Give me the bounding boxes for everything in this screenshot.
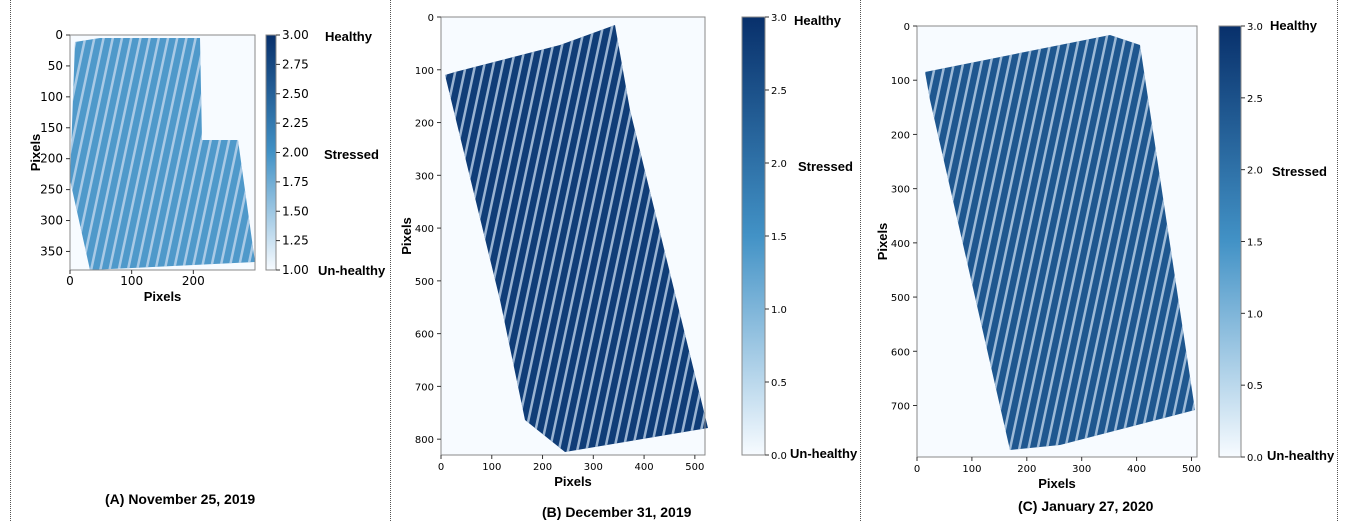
panel-a-ytick-label: 50 — [48, 59, 63, 73]
panel-c-ytick-label: 400 — [891, 239, 910, 250]
panel-c-unhealthy-label: Un-healthy — [1267, 448, 1335, 463]
panel-a-caption: (A) November 25, 2019 — [105, 491, 256, 507]
panel-b-healthy-label: Healthy — [794, 13, 841, 28]
panel-a-ytick-label: 150 — [40, 121, 63, 135]
panel-c-ytick-label: 600 — [891, 347, 910, 358]
panel-c-ytick-label: 0 — [904, 22, 910, 33]
panel-a-ylabel: Pixels — [28, 134, 43, 172]
panel-a-stressed-label: Stressed — [324, 147, 379, 162]
panel-a-ytick-label: 100 — [40, 90, 63, 104]
panel-b-xtick-label: 400 — [635, 462, 654, 473]
panel-c-colorbar-tick-label: 1.0 — [1247, 309, 1263, 320]
panel-b-caption: (B) December 31, 2019 — [542, 504, 692, 520]
panel-c-xtick-label: 100 — [962, 464, 981, 475]
panel-a-healthy-label: Healthy — [325, 29, 372, 44]
panel-c-colorbar-tick-label: 3.0 — [1247, 22, 1263, 33]
panel-b-ytick-label: 800 — [415, 435, 434, 446]
panel-a-plot: 0 100 200 0 50 100 150 200 250 300 350 Pixels Pixels… — [28, 28, 309, 304]
panel-a-colorbar-tick-label: 1.50 — [282, 204, 309, 218]
panel-c-xtick-label: 200 — [1017, 464, 1036, 475]
panel-c-xlabel: Pixels — [1038, 476, 1076, 491]
panel-b-colorbar-tick-label: 1.0 — [771, 305, 787, 316]
panel-b-ytick-label: 300 — [415, 171, 434, 182]
panel-c-ylabel: Pixels — [875, 223, 890, 261]
panel-a-xtick-label: 0 — [66, 274, 74, 288]
panel-a-colorbar-tick-label: 2.50 — [282, 87, 309, 101]
panel-a-ytick-label: 0 — [55, 28, 63, 42]
panel-c-ytick-label: 500 — [891, 293, 910, 304]
panel-a-xtick-label: 200 — [182, 274, 205, 288]
panel-c-ytick-label: 700 — [891, 401, 910, 412]
panel-c-xtick-label: 0 — [914, 464, 920, 475]
panel-b-colorbar-tick-label: 0.5 — [771, 378, 787, 389]
panel-c-colorbar-tick-label: 0.0 — [1247, 453, 1263, 464]
panel-b: 0 100 200 300 400 500 0 100 200 300 400 500 600 700 80… — [399, 13, 858, 520]
panel-a-xtick-label: 100 — [120, 274, 143, 288]
panel-c-healthy-label: Healthy — [1270, 18, 1317, 33]
panel-a-colorbar-tick-label: 3.00 — [282, 28, 309, 42]
panel-b-ytick-label: 400 — [415, 224, 434, 235]
panel-b-ytick-label: 600 — [415, 330, 434, 341]
panel-c-xtick-label: 400 — [1127, 464, 1146, 475]
panel-a-colorbar-tick-label: 1.25 — [282, 234, 309, 248]
panel-b-colorbar-tick-label: 2.0 — [771, 159, 787, 170]
separator-left-edge — [10, 0, 11, 521]
panel-b-ytick-label: 500 — [415, 277, 434, 288]
panel-b-colorbar-tick-label: 2.5 — [771, 86, 787, 97]
panel-a-xlabel: Pixels — [144, 289, 182, 304]
panel-b-field-rows — [445, 25, 708, 452]
panel-b-colorbar-tick-label: 3.0 — [771, 13, 787, 24]
panel-a: 0 100 200 0 50 100 150 200 250 300 350 Pixels Pixels… — [0, 0, 390, 521]
panel-a-colorbar-tick-label: 1.75 — [282, 175, 309, 189]
panel-a-ytick-label: 250 — [40, 183, 63, 197]
panel-b-unhealthy-label: Un-healthy — [790, 446, 858, 461]
panel-b-stressed-label: Stressed — [798, 159, 853, 174]
panel-a-colorbar-tick-label: 2.25 — [282, 116, 309, 130]
panel-b-colorbar-tick-label: 0.0 — [771, 451, 787, 462]
panel-b-ylabel: Pixels — [399, 217, 414, 255]
panel-c-plot-frame — [916, 25, 1198, 458]
panel-b-xtick-label: 200 — [533, 462, 552, 473]
panel-b-xtick-label: 500 — [685, 462, 704, 473]
panel-a-colorbar-tick-label: 2.00 — [282, 146, 309, 160]
panel-a-field-rows — [70, 38, 255, 270]
panel-c-colorbar — [1218, 25, 1242, 458]
panel-b-plot-frame — [440, 16, 706, 456]
panel-b-xtick-label: 0 — [438, 462, 444, 473]
panel-c-ytick-label: 100 — [891, 76, 910, 87]
panel-c-colorbar-tick-label: 0.5 — [1247, 381, 1263, 392]
panel-a-ytick-label: 300 — [40, 214, 63, 228]
panel-a-colorbar-tick-label: 2.75 — [282, 57, 309, 71]
separator-right-edge — [1337, 0, 1338, 521]
panel-c-caption: (C) January 27, 2020 — [1018, 498, 1154, 514]
panel-c-colorbar-tick-label: 1.5 — [1247, 238, 1263, 249]
panel-b-xtick-label: 100 — [482, 462, 501, 473]
panel-b-colorbar-tick-label: 1.5 — [771, 232, 787, 243]
panel-a-colorbar-tick-label: 1.00 — [282, 263, 309, 277]
panel-c-colorbar-tick-label: 2.0 — [1247, 166, 1263, 177]
panel-a-unhealthy-label: Un-healthy — [318, 263, 386, 278]
panel-b-ytick-label: 700 — [415, 382, 434, 393]
panel-b-xlabel: Pixels — [554, 474, 592, 489]
separator-b-c — [860, 0, 861, 521]
panel-c-ytick-label: 300 — [891, 185, 910, 196]
panel-c-colorbar-tick-label: 2.5 — [1247, 94, 1263, 105]
panel-a-ytick-label: 200 — [40, 152, 63, 166]
panel-a-ytick-label: 350 — [40, 244, 63, 258]
panel-c-ytick-label: 200 — [891, 130, 910, 141]
panel-a-plot-frame — [69, 34, 256, 271]
panel-b-ytick-label: 200 — [415, 119, 434, 130]
panel-c-xtick-label: 300 — [1072, 464, 1091, 475]
panel-b-xtick-label: 300 — [584, 462, 603, 473]
panel-c-stressed-label: Stressed — [1272, 164, 1327, 179]
panel-b-plot: 0 100 200 300 400 500 0 100 200 300 400 500 600 700 80… — [399, 13, 787, 489]
panel-c-field-rows — [925, 35, 1195, 450]
panel-b-ytick-label: 0 — [428, 13, 434, 24]
panel-c-xtick-label: 500 — [1182, 464, 1201, 475]
separator-a-b — [390, 0, 391, 521]
panel-b-ytick-label: 100 — [415, 66, 434, 77]
